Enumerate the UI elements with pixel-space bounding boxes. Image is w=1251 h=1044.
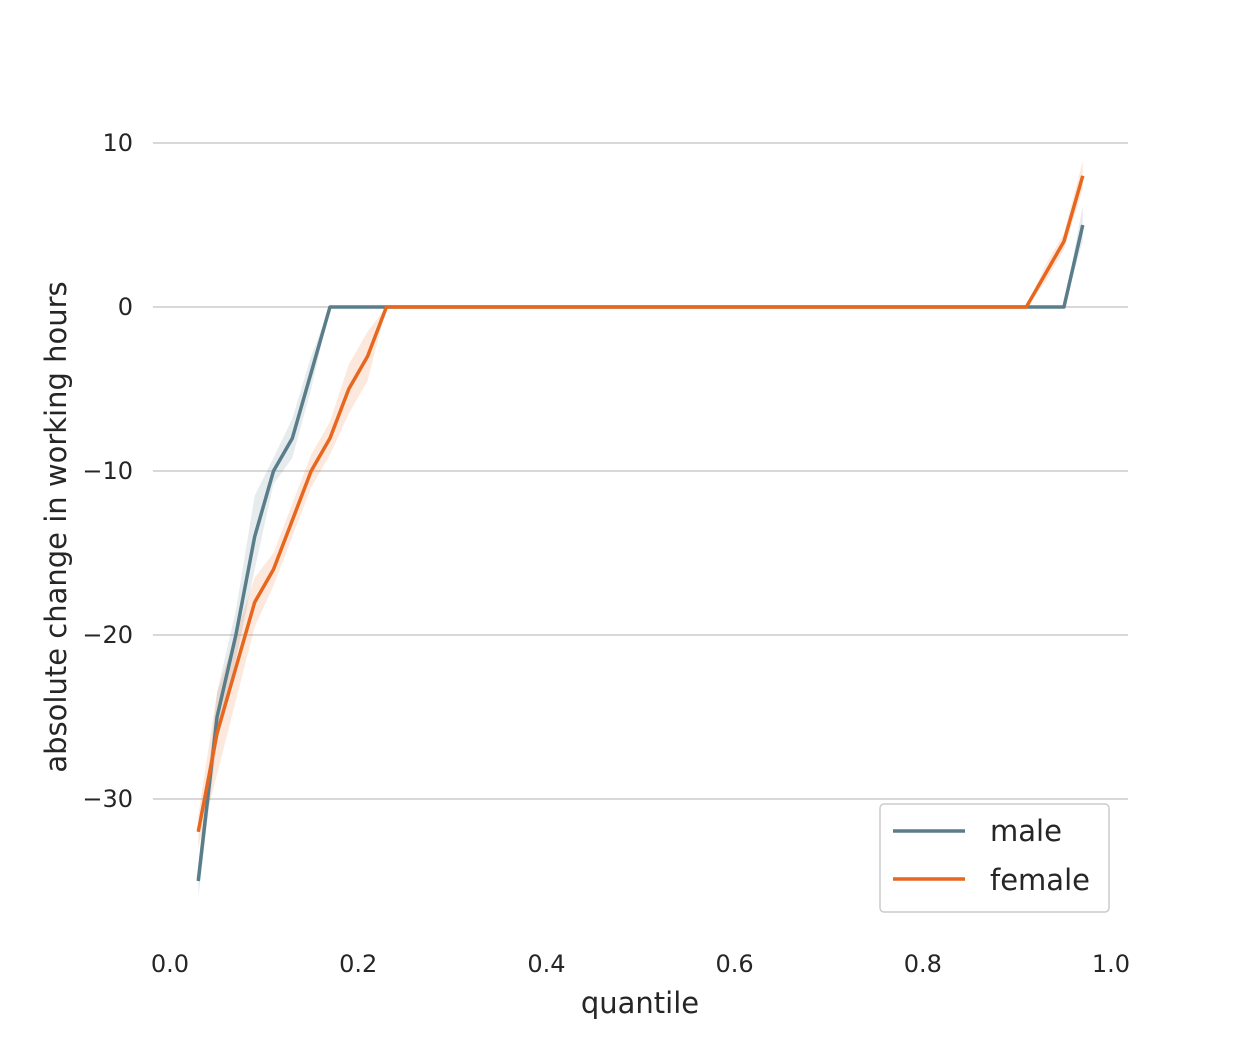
x-tick-label: 0.6 (716, 950, 754, 978)
x-axis-label: quantile (581, 986, 699, 1020)
legend-label-female: female (990, 863, 1090, 897)
y-tick-label: 0 (118, 293, 133, 321)
y-tick-label: −30 (82, 785, 133, 813)
y-axis-label: absolute change in working hours (39, 281, 73, 772)
y-tick-labels: 10 0 −10 −20 −30 (82, 129, 133, 813)
x-tick-label: 0.4 (527, 950, 565, 978)
series-line-female (196, 175, 1085, 833)
confidence-band-female (198, 161, 1083, 849)
series-line-male (196, 224, 1085, 882)
y-tick-label: −20 (82, 621, 133, 649)
grid-lines (153, 142, 1128, 800)
series-lines (196, 175, 1085, 882)
x-tick-label: 0.0 (151, 950, 189, 978)
confidence-bands (198, 161, 1083, 898)
y-tick-label: −10 (82, 457, 133, 485)
x-tick-labels: 0.0 0.2 0.4 0.6 0.8 1.0 (151, 950, 1130, 978)
x-tick-label: 1.0 (1092, 950, 1130, 978)
legend-label-male: male (990, 814, 1062, 848)
x-tick-label: 0.2 (339, 950, 377, 978)
x-tick-label: 0.8 (904, 950, 942, 978)
legend: male female (879, 803, 1110, 913)
y-tick-label: 10 (102, 129, 133, 157)
